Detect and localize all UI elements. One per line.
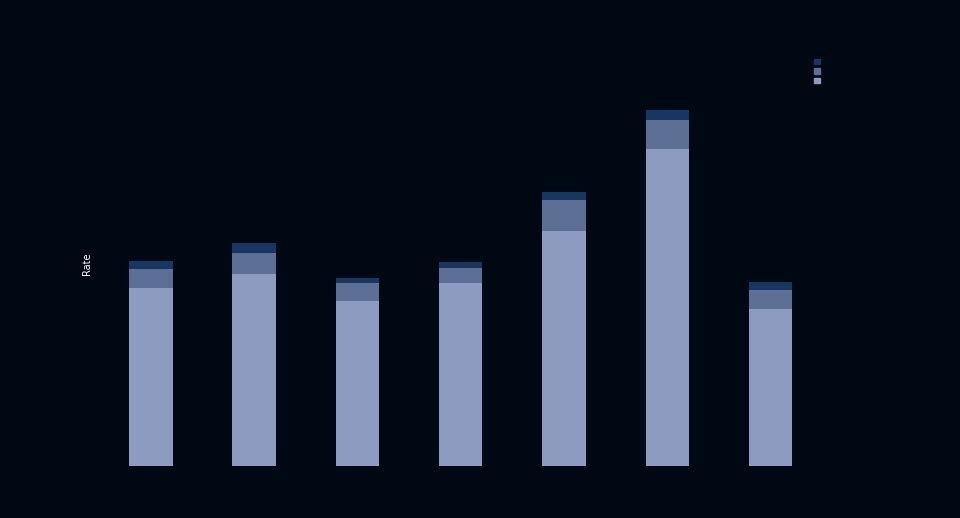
Bar [646,110,689,120]
Y-axis label: Rate: Rate [82,253,92,276]
Bar [749,309,792,466]
Bar [646,120,689,149]
Bar [130,261,173,269]
Bar [439,268,483,283]
Bar [542,200,586,231]
Legend: , , : , , [813,57,822,85]
Bar [130,288,173,466]
Bar [336,301,379,466]
Bar [232,243,276,253]
Bar [336,278,379,283]
Bar [749,290,792,309]
Bar [542,192,586,200]
Bar [130,269,173,288]
Bar [336,283,379,301]
Bar [439,283,483,466]
Bar [232,274,276,466]
Bar [439,262,483,268]
Bar [749,282,792,290]
Bar [232,253,276,274]
Bar [542,231,586,466]
Bar [646,149,689,466]
